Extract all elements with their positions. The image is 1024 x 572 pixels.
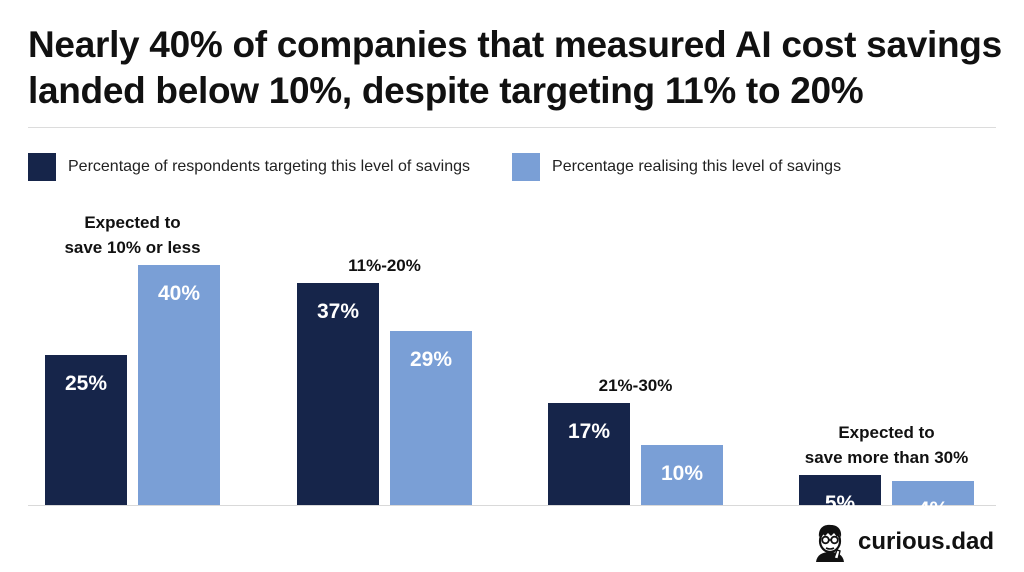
bar-value-label: 40% [158, 282, 200, 305]
thinking-man-icon [815, 524, 844, 562]
bar-realising-1 [138, 265, 220, 505]
bar-targeting-1 [45, 355, 127, 505]
watermark-text: curious.dad [857, 528, 994, 555]
bar-value-label: 29% [410, 348, 452, 371]
legend-swatch-targeting [28, 153, 56, 181]
bar-value-label: 5% [825, 492, 856, 515]
bar-targeting-3 [548, 403, 630, 505]
bar-targeting-2 [297, 283, 379, 505]
legend-swatch-realising [512, 153, 541, 181]
category-label: Expected to [84, 213, 180, 232]
category-label: Expected to [838, 423, 934, 442]
title-divider [28, 127, 996, 128]
legend-item-targeting: Percentage of respondents targeting this… [28, 153, 470, 181]
legend-label-realising: Percentage realising this level of savin… [552, 158, 842, 175]
watermark: curious.dad [810, 522, 994, 562]
legend-item-realising: Percentage realising this level of savin… [512, 153, 841, 181]
bar-realising-3 [641, 445, 723, 505]
chart-legend: Percentage of respondents targeting this… [28, 152, 841, 182]
category-label: save more than 30% [805, 448, 968, 467]
bar-targeting-4 [799, 475, 881, 505]
chart-title: Nearly 40% of companies that measured AI… [28, 24, 1002, 111]
legend-label-targeting: Percentage of respondents targeting this… [68, 158, 471, 175]
bar-realising-2 [390, 331, 472, 505]
bar-value-label: 10% [661, 462, 703, 485]
bar-value-label: 37% [317, 300, 359, 323]
bar-value-label: 4% [918, 498, 949, 521]
category-label: 11%-20% [348, 256, 421, 275]
category-label: 21%-30% [599, 376, 673, 395]
category-label: save 10% or less [64, 238, 200, 257]
bar-value-label: 25% [65, 372, 107, 395]
bar-value-label: 17% [568, 420, 610, 443]
bar-realising-4 [892, 481, 974, 505]
